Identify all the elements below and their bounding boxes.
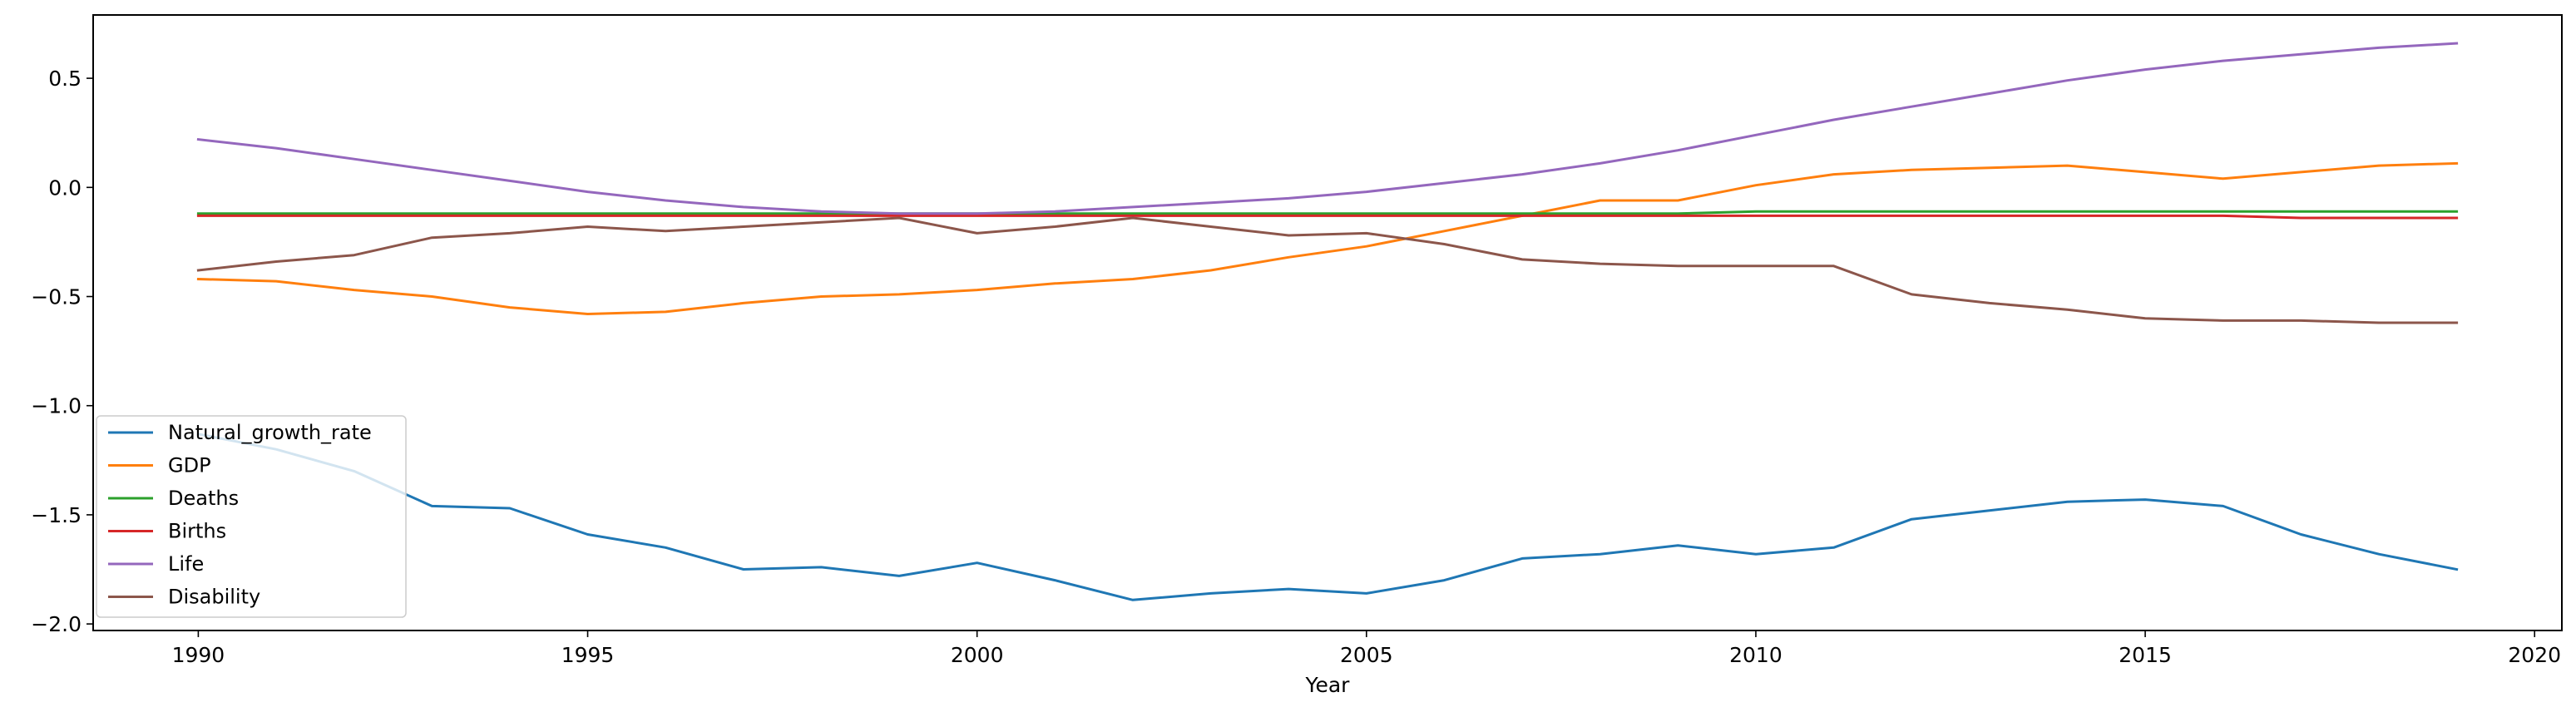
y-tick-label: −1.0	[31, 394, 82, 418]
x-tick-label: 2000	[951, 643, 1004, 667]
series-line-natural-growth-rate	[196, 433, 2459, 601]
series-line-disability	[196, 216, 2459, 324]
legend-label: Disability	[168, 586, 260, 609]
y-tick-label: −1.5	[31, 503, 82, 527]
legend-item-deaths: Deaths	[108, 487, 239, 510]
x-tick-label: 2005	[1340, 643, 1393, 667]
legend-item-disability: Disability	[108, 586, 260, 609]
legend-label: Natural_growth_rate	[168, 421, 372, 444]
y-tick-label: 0.0	[48, 176, 82, 200]
series-line-gdp	[196, 161, 2459, 315]
series-layer	[196, 42, 2459, 601]
y-tick-label: 0.5	[48, 67, 82, 91]
legend-item-gdp: GDP	[108, 454, 211, 477]
x-axis-ticks: 1990 1995 2000 2005 2010 2015 2020	[172, 630, 2561, 667]
x-axis-label: Year	[1305, 673, 1351, 697]
y-tick-label: −0.5	[31, 285, 82, 309]
legend-label: Births	[168, 520, 226, 543]
x-tick-label: 2015	[2119, 643, 2172, 667]
y-tick-label: −2.0	[31, 612, 82, 636]
x-tick-label: 2020	[2508, 643, 2561, 667]
legend-box	[96, 415, 407, 618]
series-line-deaths	[196, 210, 2459, 215]
y-axis-ticks: 0.5 0.0 −0.5 −1.0 −1.5 −2.0	[31, 67, 93, 636]
x-tick-label: 1990	[172, 643, 225, 667]
series-line-life	[196, 42, 2459, 215]
legend-item-life: Life	[108, 552, 204, 576]
legend-label: Life	[168, 552, 204, 576]
legend-items: Natural_growth_rate GDP Deaths Births Life Di…	[108, 421, 372, 609]
legend-label: Deaths	[168, 487, 239, 510]
legend-item-births: Births	[108, 520, 226, 543]
x-tick-label: 2010	[1729, 643, 1782, 667]
legend: Natural_growth_rate GDP Deaths Births Life Di…	[96, 415, 407, 618]
x-tick-label: 1995	[561, 643, 615, 667]
legend-label: GDP	[168, 454, 211, 477]
series-line-births	[196, 214, 2459, 220]
plot-area-frame	[92, 14, 2563, 631]
legend-item-natural-growth-rate: Natural_growth_rate	[108, 421, 372, 444]
